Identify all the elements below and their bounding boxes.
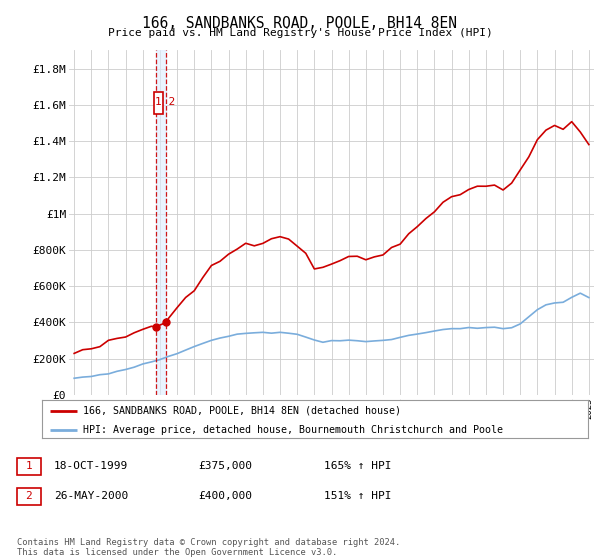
- Text: Contains HM Land Registry data © Crown copyright and database right 2024.
This d: Contains HM Land Registry data © Crown c…: [17, 538, 400, 557]
- Text: £400,000: £400,000: [198, 491, 252, 501]
- Text: HPI: Average price, detached house, Bournemouth Christchurch and Poole: HPI: Average price, detached house, Bour…: [83, 424, 503, 435]
- Text: 151% ↑ HPI: 151% ↑ HPI: [324, 491, 392, 501]
- Text: 1 2: 1 2: [155, 97, 176, 108]
- Text: 2: 2: [25, 491, 32, 501]
- Text: 166, SANDBANKS ROAD, POOLE, BH14 8EN (detached house): 166, SANDBANKS ROAD, POOLE, BH14 8EN (de…: [83, 405, 401, 416]
- Bar: [157, 50, 166, 395]
- Text: Price paid vs. HM Land Registry's House Price Index (HPI): Price paid vs. HM Land Registry's House …: [107, 28, 493, 38]
- Text: 18-OCT-1999: 18-OCT-1999: [54, 461, 128, 472]
- FancyBboxPatch shape: [154, 92, 163, 114]
- Text: 166, SANDBANKS ROAD, POOLE, BH14 8EN: 166, SANDBANKS ROAD, POOLE, BH14 8EN: [143, 16, 458, 31]
- Text: 26-MAY-2000: 26-MAY-2000: [54, 491, 128, 501]
- Text: 1: 1: [25, 461, 32, 472]
- Text: £375,000: £375,000: [198, 461, 252, 472]
- Text: 165% ↑ HPI: 165% ↑ HPI: [324, 461, 392, 472]
